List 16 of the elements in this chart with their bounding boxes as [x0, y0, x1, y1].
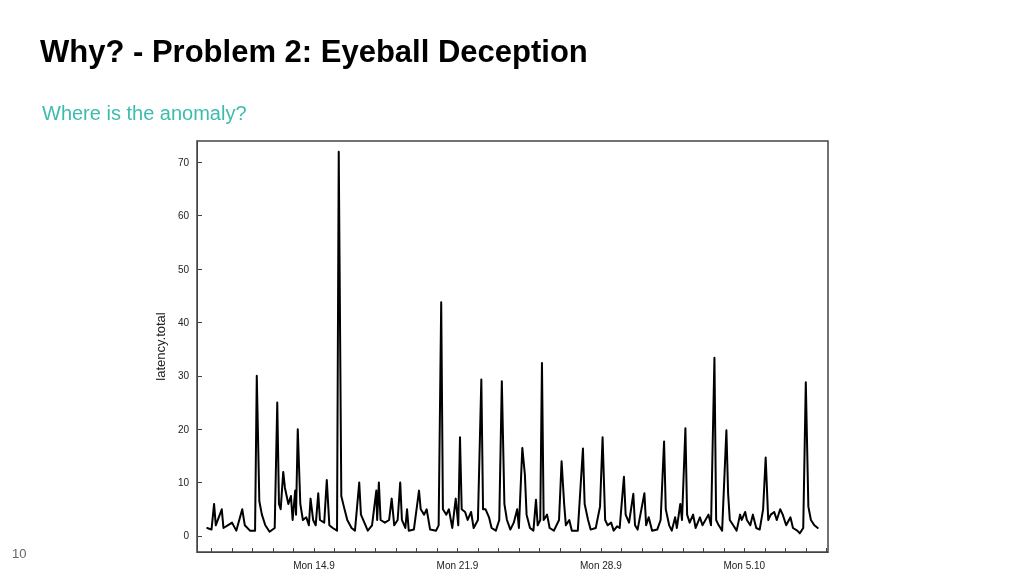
y-tick-label: 10: [177, 477, 190, 489]
x-tick-label: Mon 28.9: [580, 559, 623, 571]
chart-title: Why? - Problem 2: Eyeball Deception: [40, 34, 588, 70]
y-tick-label: 20: [177, 423, 190, 435]
y-tick-label: 30: [177, 370, 190, 382]
x-tick-label: Mon 14.9: [293, 559, 336, 571]
y-tick-label: 0: [183, 530, 190, 542]
y-tick-label: 50: [177, 263, 190, 275]
y-tick-label: 40: [177, 316, 190, 328]
y-axis-title: latency.total: [152, 312, 168, 381]
x-tick-label: Mon 5.10: [723, 559, 766, 571]
text: 10: [12, 546, 27, 561]
chart-subtitle: Where is the anomaly?: [42, 102, 247, 125]
y-tick-label: 60: [177, 210, 190, 222]
x-tick-label: Mon 21.9: [436, 559, 479, 571]
y-tick-label: 70: [177, 156, 190, 168]
